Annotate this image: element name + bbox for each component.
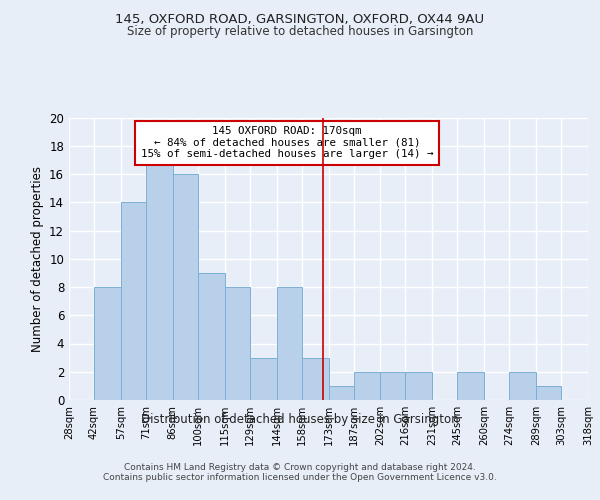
Y-axis label: Number of detached properties: Number of detached properties: [31, 166, 44, 352]
Bar: [406, 372, 432, 400]
Bar: [250, 358, 277, 400]
Bar: [146, 160, 173, 400]
Text: 145, OXFORD ROAD, GARSINGTON, OXFORD, OX44 9AU: 145, OXFORD ROAD, GARSINGTON, OXFORD, OX…: [115, 12, 485, 26]
Bar: [329, 386, 353, 400]
Bar: [457, 372, 484, 400]
Bar: [353, 372, 380, 400]
Bar: [302, 358, 329, 400]
Bar: [536, 386, 561, 400]
Text: Distribution of detached houses by size in Garsington: Distribution of detached houses by size …: [141, 412, 459, 426]
Bar: [509, 372, 536, 400]
Bar: [94, 287, 121, 400]
Bar: [277, 287, 302, 400]
Text: Size of property relative to detached houses in Garsington: Size of property relative to detached ho…: [127, 25, 473, 38]
Bar: [198, 273, 224, 400]
Text: 145 OXFORD ROAD: 170sqm
← 84% of detached houses are smaller (81)
15% of semi-de: 145 OXFORD ROAD: 170sqm ← 84% of detache…: [141, 126, 433, 159]
Bar: [380, 372, 406, 400]
Bar: [173, 174, 198, 400]
Bar: [121, 202, 146, 400]
Text: Contains HM Land Registry data © Crown copyright and database right 2024.
Contai: Contains HM Land Registry data © Crown c…: [103, 462, 497, 482]
Bar: [224, 287, 250, 400]
